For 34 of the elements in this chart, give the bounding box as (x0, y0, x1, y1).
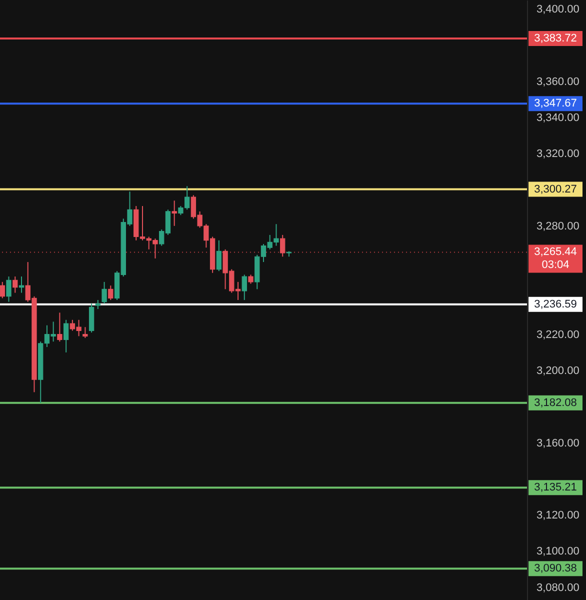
candlestick (0, 281, 5, 299)
candlestick (280, 234, 286, 258)
y-tick-label: 3,200.00 (536, 364, 580, 377)
candlestick (108, 285, 114, 300)
ref-line-label: 3,135.21 (534, 482, 577, 494)
ref-line-label: 3,182.08 (534, 396, 577, 409)
y-tick-label: 3,280.00 (536, 220, 580, 232)
candlestick (82, 326, 88, 338)
ref-line-label: 3,236.59 (534, 298, 577, 310)
y-tick-label: 3,340.00 (536, 112, 580, 124)
candlestick (18, 276, 24, 294)
y-tick-label: 3,160.00 (536, 437, 580, 450)
candlestick (57, 312, 62, 342)
ref-line-label: 3,300.27 (534, 183, 577, 196)
candlestick (12, 276, 18, 294)
y-tick-label: 3,320.00 (536, 148, 580, 160)
y-tick-label: 3,360.00 (536, 76, 580, 88)
y-tick-label: 3,400.00 (536, 4, 580, 16)
candlestick (216, 240, 222, 272)
candlestick (6, 276, 12, 302)
y-tick-label: 3,120.00 (536, 510, 580, 522)
candlestick (63, 319, 69, 353)
y-tick-label: 3,220.00 (536, 328, 580, 341)
candlestick (172, 200, 177, 226)
candlestick (102, 281, 107, 304)
ref-line-label: 3,347.67 (534, 98, 577, 110)
ref-line-label: 3,090.38 (534, 562, 577, 575)
y-tick-label: 3,080.00 (536, 582, 580, 594)
ref-line-label: 3,383.72 (534, 32, 577, 44)
candlestick (242, 274, 247, 300)
y-tick-label: 3,100.00 (536, 546, 580, 558)
ref-line-label: 3,265.44 03:04 (534, 246, 577, 272)
candlestick (88, 303, 94, 334)
candlestick (248, 274, 254, 284)
